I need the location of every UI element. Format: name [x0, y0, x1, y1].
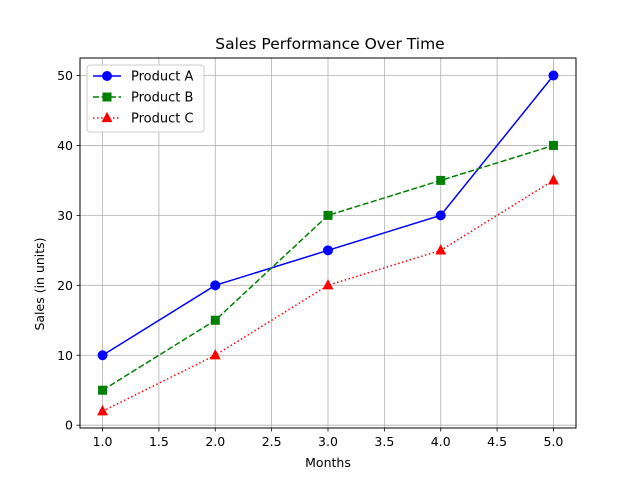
- data-point-product-b: [210, 315, 220, 325]
- y-tick-label: 0: [65, 418, 73, 433]
- y-tick-label: 20: [57, 278, 73, 293]
- data-point-product-c: [209, 348, 221, 360]
- data-point-product-b: [436, 175, 446, 185]
- x-tick-label: 5.0: [544, 434, 564, 449]
- legend-label-product-c: Product C: [131, 112, 194, 127]
- legend-marker-product-a: [102, 71, 112, 81]
- legend-entry-product-c: Product C: [93, 112, 194, 127]
- data-point-product-a: [97, 350, 108, 361]
- y-tick-label: 50: [57, 68, 73, 83]
- data-point-product-a: [548, 70, 559, 81]
- data-point-product-b: [98, 385, 108, 395]
- legend-marker-product-b: [102, 92, 112, 102]
- plot-frame: [79, 57, 577, 429]
- legend-label-product-a: Product A: [131, 70, 193, 85]
- y-tick-label: 40: [57, 138, 73, 153]
- data-point-product-b: [323, 210, 333, 220]
- x-tick-label: 2.0: [205, 434, 225, 449]
- data-point-product-a: [210, 280, 221, 291]
- x-tick-label: 3.0: [318, 434, 338, 449]
- data-point-product-a: [435, 210, 446, 221]
- chart-title: Sales Performance Over Time: [215, 35, 444, 53]
- x-tick-label: 2.5: [262, 434, 282, 449]
- x-tick-label: 4.0: [431, 434, 451, 449]
- series-line-product-b: [102, 144, 554, 391]
- y-axis-title: Sales (in units): [32, 237, 47, 330]
- data-point-product-c: [548, 174, 559, 185]
- legend-entry-product-b: Product B: [93, 91, 193, 106]
- legend-entry-product-a: Product A: [93, 70, 193, 85]
- x-tick-label: 1.0: [93, 434, 113, 449]
- axis-ticks: 1.0 1.5 2.0 2.5 3.0 3.5 4.0 4.5 5.0 0 10 20 30 40 50: [57, 68, 563, 449]
- x-tick-label: 4.5: [487, 434, 507, 449]
- legend-marker-product-c: [101, 111, 113, 123]
- y-tick-label: 10: [57, 348, 73, 363]
- x-tick-label: 1.5: [149, 434, 169, 449]
- data-point-product-c: [97, 404, 108, 416]
- y-tick-label: 30: [57, 208, 73, 223]
- x-tick-label: 3.5: [374, 434, 394, 449]
- legend-label-product-b: Product B: [131, 91, 193, 106]
- legend: Product A Product B Product C: [86, 64, 205, 133]
- data-point-product-b: [548, 140, 558, 150]
- legend-box: [86, 64, 205, 133]
- x-axis-title: Months: [305, 455, 351, 470]
- series-product-b: [98, 140, 558, 395]
- data-point-product-c: [435, 244, 447, 255]
- data-point-product-c: [322, 279, 334, 290]
- series-product-c: [97, 174, 559, 416]
- data-point-product-a: [323, 245, 333, 256]
- series-line-product-c: [102, 179, 554, 412]
- series-layer: [97, 70, 559, 416]
